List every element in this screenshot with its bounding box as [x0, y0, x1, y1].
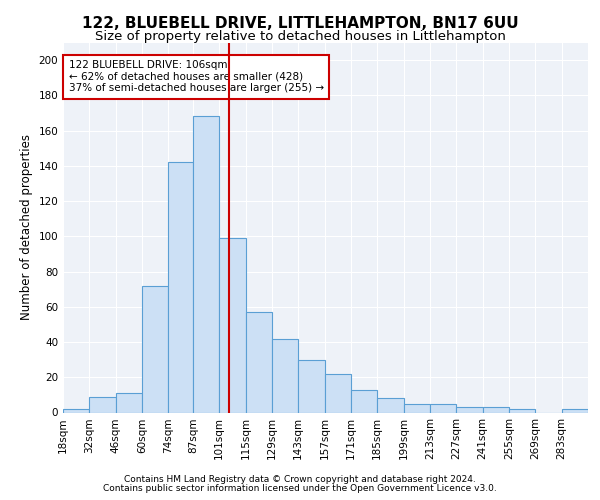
- Bar: [456, 407, 482, 412]
- Bar: [325, 374, 351, 412]
- Text: 122, BLUEBELL DRIVE, LITTLEHAMPTON, BN17 6UU: 122, BLUEBELL DRIVE, LITTLEHAMPTON, BN17…: [82, 16, 518, 31]
- Bar: [404, 404, 430, 412]
- Text: Size of property relative to detached houses in Littlehampton: Size of property relative to detached ho…: [95, 30, 505, 43]
- Bar: [377, 398, 404, 412]
- Bar: [219, 238, 245, 412]
- Bar: [430, 404, 456, 412]
- Text: 122 BLUEBELL DRIVE: 106sqm
← 62% of detached houses are smaller (428)
37% of sem: 122 BLUEBELL DRIVE: 106sqm ← 62% of deta…: [68, 60, 324, 94]
- Bar: [193, 116, 219, 412]
- Text: Contains public sector information licensed under the Open Government Licence v3: Contains public sector information licen…: [103, 484, 497, 493]
- Y-axis label: Number of detached properties: Number of detached properties: [20, 134, 33, 320]
- Bar: [245, 312, 272, 412]
- Text: Contains HM Land Registry data © Crown copyright and database right 2024.: Contains HM Land Registry data © Crown c…: [124, 475, 476, 484]
- Bar: [142, 286, 169, 412]
- Bar: [482, 407, 509, 412]
- Bar: [169, 162, 193, 412]
- Bar: [351, 390, 377, 412]
- Bar: [298, 360, 325, 412]
- Bar: [116, 393, 142, 412]
- Bar: [89, 396, 116, 412]
- Bar: [509, 409, 535, 412]
- Bar: [562, 409, 588, 412]
- Bar: [272, 338, 298, 412]
- Bar: [63, 409, 89, 412]
